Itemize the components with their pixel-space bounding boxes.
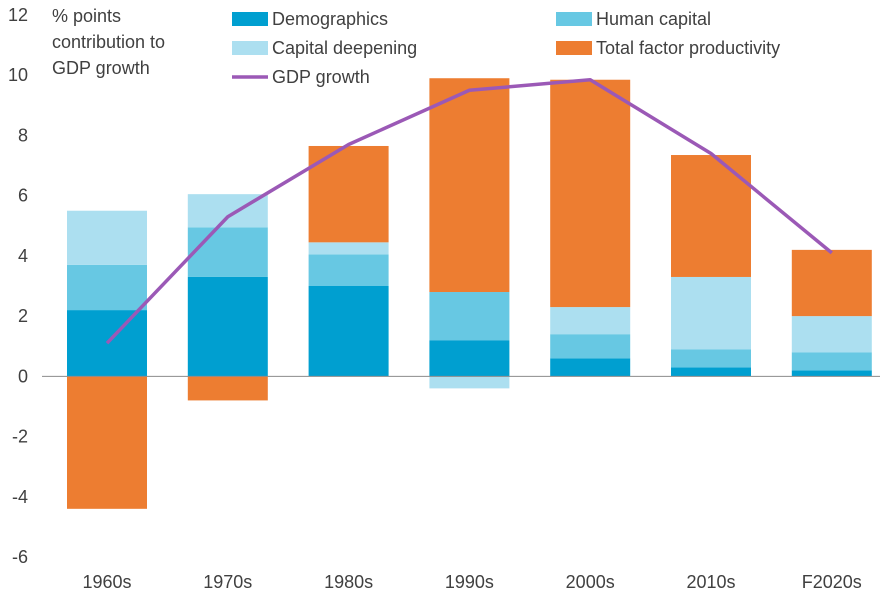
y-tick-label: -6 xyxy=(12,547,28,567)
x-tick-label: 1970s xyxy=(203,572,252,592)
bar-segment xyxy=(550,307,631,335)
bar-segment xyxy=(550,358,631,377)
bar-segment xyxy=(429,292,510,341)
bars xyxy=(67,78,872,509)
legend-label: GDP growth xyxy=(272,67,370,87)
legend-swatch xyxy=(232,41,268,55)
legend-swatch xyxy=(556,12,592,26)
gdp-growth-line xyxy=(105,77,833,345)
x-tick-label: F2020s xyxy=(802,572,862,592)
x-tick-label: 1960s xyxy=(82,572,131,592)
bar-segment xyxy=(671,367,751,377)
bar-segment xyxy=(429,340,510,377)
y-tick-label: 2 xyxy=(18,306,28,326)
bar-segment xyxy=(308,254,389,286)
x-tick-label: 1990s xyxy=(445,572,494,592)
bar-segment xyxy=(67,264,147,311)
bar-segment xyxy=(791,352,872,371)
y-axis-title: % points contribution to GDP growth xyxy=(52,6,165,78)
y-axis: -6 -4 -2 0 2 4 6 8 10 12 xyxy=(8,5,28,567)
bar-segment xyxy=(671,276,751,350)
y-axis-title-line: contribution to xyxy=(52,32,165,52)
bar-segment xyxy=(67,210,147,265)
bar-segment xyxy=(671,155,751,277)
bar-segment xyxy=(791,249,872,317)
y-axis-title-line: GDP growth xyxy=(52,58,150,78)
x-axis: 1960s 1970s 1980s 1990s 2000s 2010s F2020s xyxy=(82,572,861,592)
legend-label: Human capital xyxy=(596,9,711,29)
y-tick-label: 4 xyxy=(18,246,28,266)
legend-label: Demographics xyxy=(272,9,388,29)
x-tick-label: 1980s xyxy=(324,572,373,592)
bar-segment xyxy=(791,370,872,377)
legend-label: Total factor productivity xyxy=(596,38,780,58)
bar-segment xyxy=(308,242,389,255)
x-tick-label: 2000s xyxy=(566,572,615,592)
y-tick-label: 8 xyxy=(18,125,28,145)
bar-segment xyxy=(187,376,268,401)
bar-segment xyxy=(67,376,147,509)
x-tick-label: 2010s xyxy=(686,572,735,592)
y-tick-label: 12 xyxy=(8,5,28,25)
bar-segment xyxy=(187,227,268,277)
bar-segment xyxy=(308,286,389,377)
bar-segment xyxy=(671,349,751,368)
legend-swatch xyxy=(232,12,268,26)
y-tick-label: -4 xyxy=(12,487,28,507)
y-tick-label: -2 xyxy=(12,427,28,447)
y-axis-title-line: % points xyxy=(52,6,121,26)
bar-segment xyxy=(187,276,268,377)
bar-segment xyxy=(429,78,510,293)
bar-segment xyxy=(550,334,631,359)
legend-swatch xyxy=(556,41,592,55)
legend-label: Capital deepening xyxy=(272,38,417,58)
y-tick-label: 6 xyxy=(18,186,28,206)
bar-segment xyxy=(429,376,510,389)
bar-segment xyxy=(791,316,872,353)
y-tick-label: 0 xyxy=(18,366,28,386)
legend: Demographics Human capital Capital deepeni… xyxy=(232,9,780,87)
y-tick-label: 10 xyxy=(8,65,28,85)
bar-segment xyxy=(550,79,631,308)
